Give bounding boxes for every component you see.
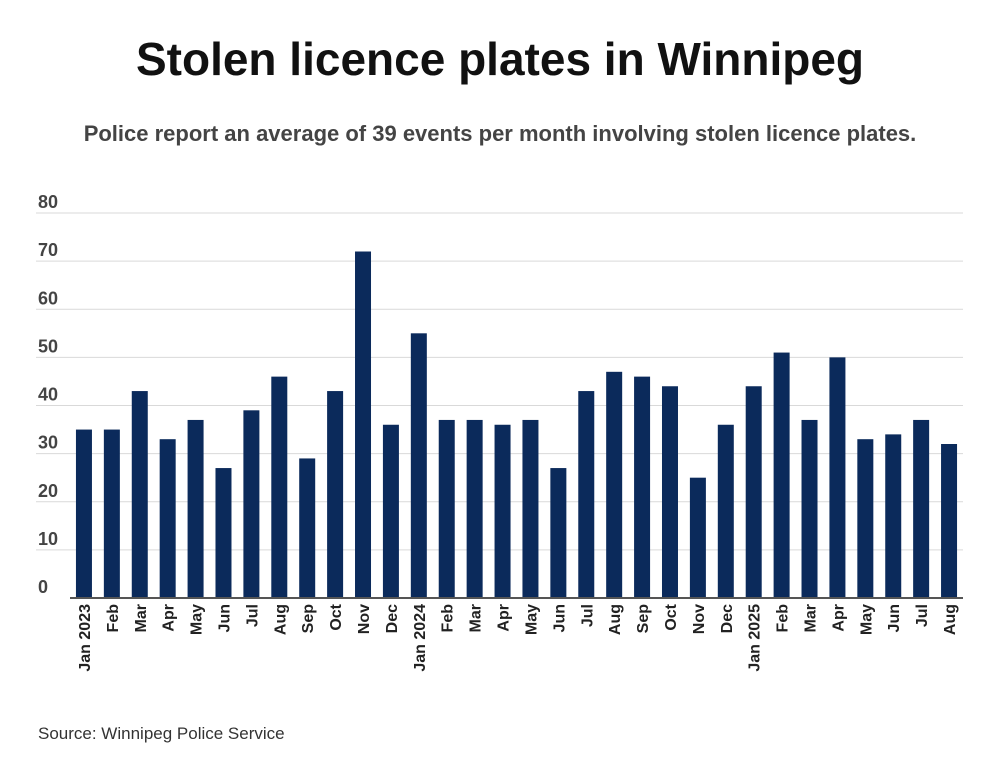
x-tick-label: Sep	[300, 604, 317, 634]
bar	[383, 425, 399, 598]
x-tick-label: Dec	[384, 604, 401, 633]
bar	[829, 357, 845, 598]
bar	[327, 391, 343, 598]
x-tick-label: Mar	[803, 604, 820, 632]
bar	[718, 425, 734, 598]
bar	[104, 430, 120, 598]
y-tick-label: 10	[38, 529, 58, 549]
bar	[746, 386, 762, 598]
x-tick-label: Apr	[830, 604, 847, 632]
x-tick-label: Mar	[133, 604, 150, 632]
x-axis-ticks: Jan 2023 Feb Mar Apr May Jun Jul Aug Sep Oct Nov De…	[77, 603, 959, 671]
bar-chart: 0 10 20 30 40 50 60 70 80 Jan 2023 Feb Mar Apr May Ju…	[0, 0, 1000, 782]
x-tick-label: Jul	[244, 604, 261, 627]
bar	[299, 458, 315, 598]
x-tick-label: May	[523, 604, 540, 635]
bar	[885, 434, 901, 598]
x-tick-label: Aug	[607, 604, 624, 635]
x-tick-label: Oct	[663, 603, 680, 630]
x-tick-label: Jul	[914, 604, 931, 627]
bar	[243, 410, 259, 598]
bar	[774, 353, 790, 598]
y-tick-label: 0	[38, 577, 48, 597]
y-tick-label: 30	[38, 433, 58, 453]
x-tick-label: Oct	[328, 603, 345, 630]
y-tick-label: 60	[38, 288, 58, 308]
bar	[634, 377, 650, 598]
x-tick-label: Jun	[216, 604, 233, 632]
x-tick-label: Apr	[161, 604, 178, 632]
bar	[578, 391, 594, 598]
bars	[76, 252, 957, 599]
bar	[188, 420, 204, 598]
bar	[690, 478, 706, 598]
bar	[76, 430, 92, 598]
x-tick-label: Jun	[886, 604, 903, 632]
bar	[662, 386, 678, 598]
bar	[215, 468, 231, 598]
x-tick-label: Nov	[691, 604, 708, 634]
y-tick-label: 20	[38, 481, 58, 501]
x-tick-label: Jan 2023	[77, 604, 94, 672]
y-tick-label: 80	[38, 192, 58, 212]
x-tick-label: Sep	[635, 604, 652, 634]
y-tick-label: 50	[38, 336, 58, 356]
bar	[132, 391, 148, 598]
x-tick-label: Feb	[105, 604, 122, 633]
bar	[802, 420, 818, 598]
bar	[439, 420, 455, 598]
bar	[271, 377, 287, 598]
bar	[913, 420, 929, 598]
bar	[411, 333, 427, 598]
bar	[355, 252, 371, 599]
x-tick-label: Feb	[440, 604, 457, 633]
bar	[467, 420, 483, 598]
bar	[606, 372, 622, 598]
x-tick-label: Mar	[468, 604, 485, 632]
x-tick-label: Apr	[496, 604, 513, 632]
x-tick-label: May	[189, 604, 206, 635]
x-tick-label: Nov	[356, 604, 373, 634]
y-tick-label: 70	[38, 240, 58, 260]
bar	[857, 439, 873, 598]
x-tick-label: Aug	[942, 604, 959, 635]
x-tick-label: Jul	[579, 604, 596, 627]
x-tick-label: Aug	[272, 604, 289, 635]
bar	[550, 468, 566, 598]
x-tick-label: May	[858, 604, 875, 635]
x-tick-label: Dec	[719, 604, 736, 633]
bar	[495, 425, 511, 598]
source-note: Source: Winnipeg Police Service	[38, 724, 285, 744]
x-tick-label: Jan 2025	[747, 604, 764, 672]
x-tick-label: Jun	[551, 604, 568, 632]
x-tick-label: Feb	[775, 604, 792, 633]
bar	[522, 420, 538, 598]
y-tick-label: 40	[38, 385, 58, 405]
bar	[941, 444, 957, 598]
y-axis-ticks: 0 10 20 30 40 50 60 70 80	[38, 192, 58, 597]
bar	[160, 439, 176, 598]
x-tick-label: Jan 2024	[412, 604, 429, 672]
